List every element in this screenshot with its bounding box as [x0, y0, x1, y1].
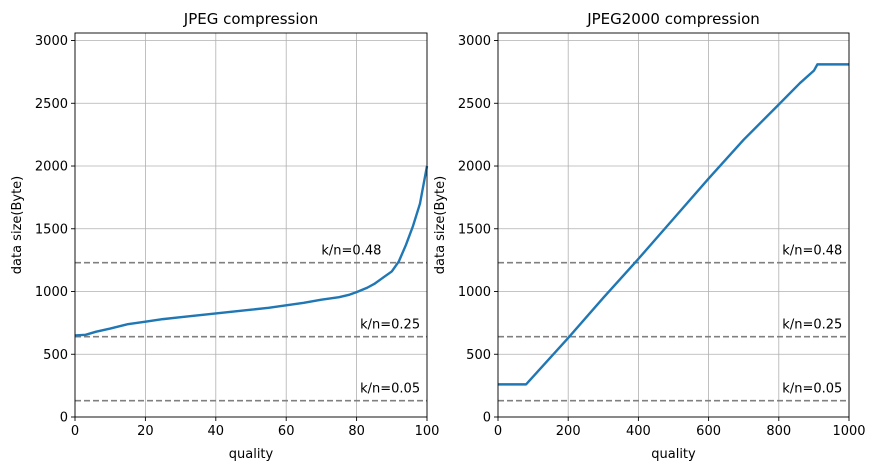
- series-line: [498, 63, 849, 386]
- y-tick-label: 1500: [35, 222, 68, 237]
- reference-line-label: k/n=0.48: [782, 244, 842, 259]
- y-tick-label: 3000: [458, 34, 491, 49]
- x-tick-label: 1000: [832, 424, 865, 439]
- reference-line-label: k/n=0.25: [782, 318, 842, 333]
- reference-line-label: k/n=0.05: [782, 382, 842, 397]
- x-tick-label: 0: [71, 424, 79, 439]
- y-tick-label: 3000: [35, 34, 68, 49]
- x-tick-label: 0: [494, 424, 502, 439]
- x-tick-label: 100: [415, 424, 440, 439]
- plot-frame: [497, 32, 850, 418]
- y-tick-label: 1000: [35, 285, 68, 300]
- y-tick-label: 500: [466, 348, 491, 363]
- x-tick-label: 600: [696, 424, 721, 439]
- series-line: [74, 165, 429, 337]
- x-tick-label: 20: [137, 424, 154, 439]
- y-tick-label: 1500: [458, 222, 491, 237]
- chart-title: JPEG compression: [183, 10, 318, 28]
- y-tick-label: 500: [43, 348, 68, 363]
- y-axis-label: data size(Byte): [433, 176, 448, 274]
- y-tick-label: 1000: [458, 285, 491, 300]
- x-tick-label: 60: [278, 424, 295, 439]
- reference-line-label: k/n=0.05: [360, 382, 420, 397]
- plot-frame: [74, 32, 428, 418]
- y-tick-label: 0: [60, 411, 68, 426]
- x-tick-label: 800: [766, 424, 791, 439]
- x-tick-label: 80: [348, 424, 365, 439]
- y-tick-label: 2500: [35, 97, 68, 112]
- y-tick-label: 2000: [35, 160, 68, 175]
- chart-panel-2: k/n=0.48 k/n=0.25 k/n=0.05 0 200 400 600 800 100…: [433, 10, 866, 462]
- x-axis-label: quality: [651, 447, 696, 462]
- y-tick-label: 2000: [458, 160, 491, 175]
- reference-line-label: k/n=0.48: [321, 244, 381, 259]
- x-tick-label: 400: [626, 424, 651, 439]
- x-axis-label: quality: [229, 447, 274, 462]
- x-tick-label: 200: [556, 424, 581, 439]
- chart-panel-1: k/n=0.48k/n=0.25k/n=0.050 20 40 60 80 1000500…: [10, 10, 439, 462]
- chart-title: JPEG2000 compression: [586, 10, 760, 28]
- y-axis-label: data size(Byte): [10, 176, 25, 274]
- y-tick-label: 2500: [458, 97, 491, 112]
- y-tick-label: 0: [483, 411, 491, 426]
- x-tick-label: 40: [208, 424, 225, 439]
- reference-line-label: k/n=0.25: [360, 318, 420, 333]
